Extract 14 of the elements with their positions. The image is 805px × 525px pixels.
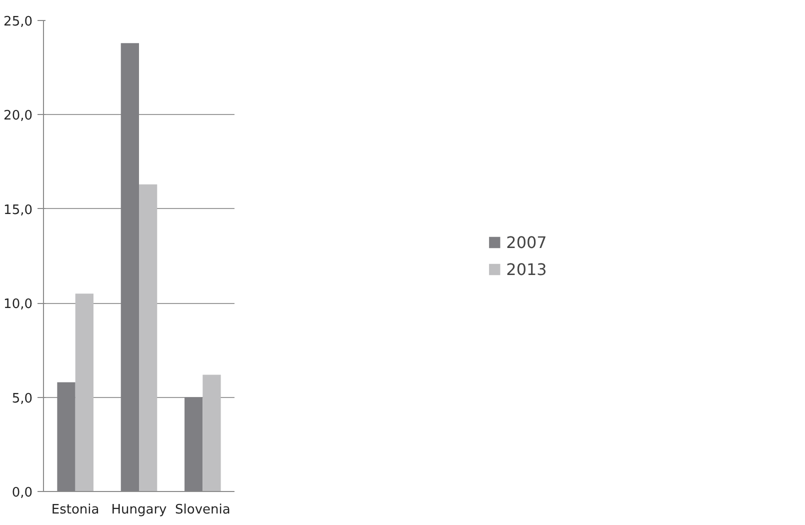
x-tick-label: Estonia [51,502,100,518]
y-tick-label: 0,0 [12,486,33,500]
bar [75,294,94,492]
legend-label: 2007 [506,232,547,252]
y-tick-label: 5,0 [12,391,33,406]
y-tick-label: 10,0 [4,297,33,312]
x-tick-label: Hungary [111,502,168,518]
x-tick-label: Slovenia [175,502,230,518]
bar [202,374,221,492]
y-tick-label: 25,0 [4,14,33,30]
y-tick-label: 15,0 [4,202,33,218]
bar [139,184,158,492]
y-tick-label: 20,0 [4,108,33,124]
legend-label: 2013 [506,260,547,278]
